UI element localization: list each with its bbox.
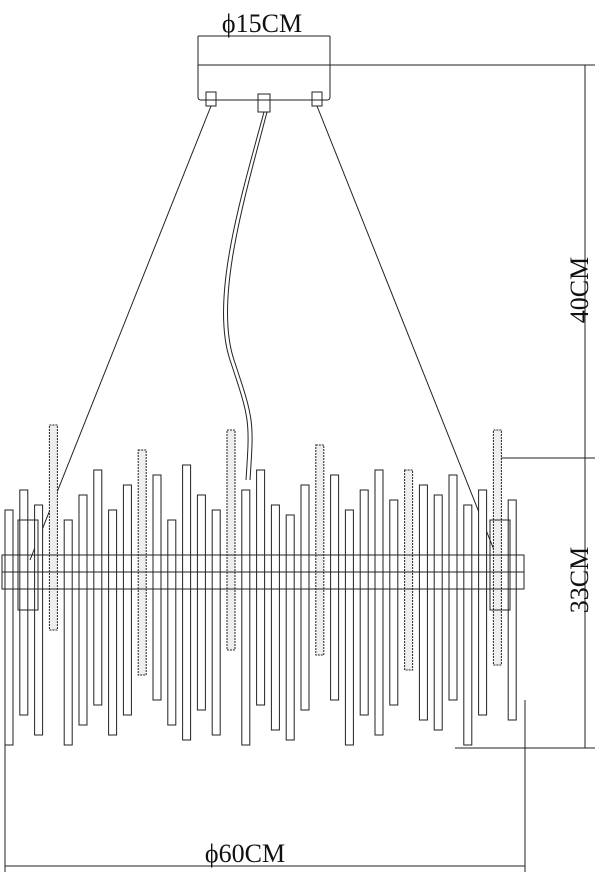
- crystal-rod: [48, 424, 58, 631]
- rod: [122, 484, 132, 716]
- crystal-rod: [315, 444, 325, 656]
- rod: [448, 474, 458, 701]
- crystal-rod: [226, 429, 236, 651]
- rod: [359, 489, 369, 716]
- rod: [463, 504, 473, 746]
- rod: [389, 499, 399, 706]
- rod: [19, 489, 29, 716]
- rod: [167, 519, 177, 726]
- rod: [418, 484, 428, 721]
- crystal-rod: [137, 449, 147, 676]
- rod: [4, 509, 14, 746]
- body-diameter: ϕ60CM: [205, 839, 285, 868]
- rod: [63, 519, 73, 746]
- rod: [34, 504, 44, 736]
- rod: [93, 469, 103, 706]
- cable: [222, 111, 265, 481]
- rod: [374, 469, 384, 736]
- rod: [270, 504, 280, 731]
- drop-height: 40CM: [565, 257, 594, 323]
- rod: [330, 474, 340, 701]
- canopy-hook: [205, 91, 217, 107]
- rod: [108, 509, 118, 736]
- rod: [433, 494, 443, 731]
- canopy: [197, 64, 331, 101]
- canopy-diameter: ϕ15CM: [222, 9, 302, 38]
- crystal-rod: [404, 469, 414, 671]
- rods: [4, 424, 517, 746]
- rod: [344, 509, 354, 746]
- rod: [211, 509, 221, 736]
- cable-grip: [257, 93, 271, 113]
- rod: [182, 464, 192, 741]
- rod: [196, 494, 206, 711]
- rod: [241, 489, 251, 746]
- body-height: 33CM: [565, 547, 594, 613]
- rod: [152, 474, 162, 701]
- wire: [29, 105, 212, 561]
- rod: [478, 489, 488, 716]
- end-bracket: [17, 519, 39, 611]
- rod: [285, 514, 295, 741]
- cable: [226, 111, 268, 481]
- rod: [256, 469, 266, 706]
- end-bracket: [489, 519, 511, 611]
- crystal-rod: [492, 429, 502, 666]
- canopy-hook: [311, 91, 323, 107]
- wire: [316, 105, 499, 561]
- rod: [300, 484, 310, 711]
- rod: [78, 494, 88, 726]
